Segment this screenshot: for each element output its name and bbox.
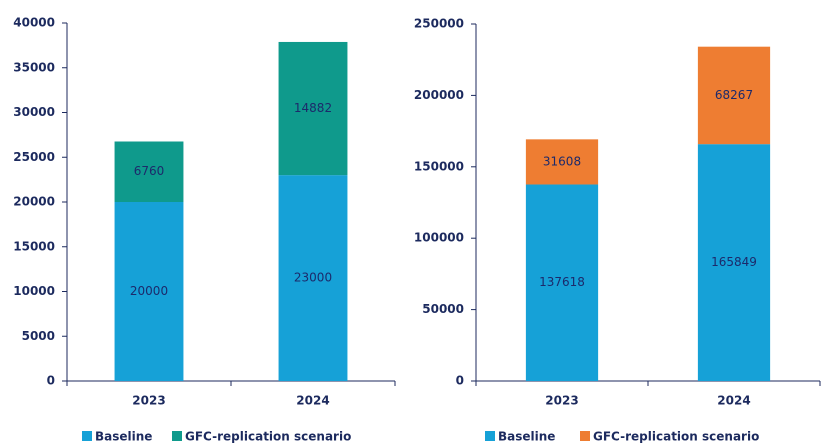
data-label: 137618 (539, 275, 585, 289)
y-tick-label: 0 (47, 374, 55, 388)
y-tick-label: 25000 (13, 150, 55, 164)
bar-segment (114, 141, 184, 202)
bar-segment (525, 139, 599, 185)
data-label: 6760 (134, 164, 165, 178)
legend-swatch (172, 431, 182, 441)
bar-segment (278, 41, 348, 176)
y-tick-label: 5000 (22, 329, 55, 343)
y-tick-label: 250000 (414, 17, 464, 31)
data-label: 14882 (294, 101, 332, 115)
y-tick-label: 40000 (13, 16, 55, 30)
x-tick-label: 2024 (296, 394, 329, 408)
data-label: 165849 (711, 255, 757, 269)
y-tick-label: 10000 (13, 284, 55, 298)
y-tick-label: 0 (456, 374, 464, 388)
legend-swatch (485, 431, 495, 441)
y-tick-label: 150000 (414, 159, 464, 173)
y-tick-label: 15000 (13, 239, 55, 253)
y-tick-label: 30000 (13, 105, 55, 119)
y-tick-label: 35000 (13, 60, 55, 74)
data-label: 31608 (543, 154, 581, 168)
legend-label: Baseline (498, 430, 555, 444)
y-tick-label: 100000 (414, 231, 464, 245)
bar-segment (525, 184, 599, 381)
legend-label: GFC-replication scenario (185, 430, 351, 444)
y-tick-label: 20000 (13, 195, 55, 209)
x-tick-label: 2023 (545, 394, 578, 408)
x-tick-label: 2024 (717, 394, 750, 408)
bar-segment (114, 202, 184, 381)
data-label: 68267 (715, 88, 753, 102)
data-label: 20000 (130, 284, 168, 298)
bar-segment (278, 175, 348, 381)
bar-segment (697, 46, 771, 145)
legend-swatch (580, 431, 590, 441)
x-tick-label: 2023 (132, 394, 165, 408)
legend-swatch (82, 431, 92, 441)
y-tick-label: 200000 (414, 88, 464, 102)
data-label: 23000 (294, 271, 332, 285)
y-tick-label: 50000 (422, 302, 464, 316)
legend-label: Baseline (95, 430, 152, 444)
legend-label: GFC-replication scenario (593, 430, 759, 444)
bar-segment (697, 144, 771, 381)
